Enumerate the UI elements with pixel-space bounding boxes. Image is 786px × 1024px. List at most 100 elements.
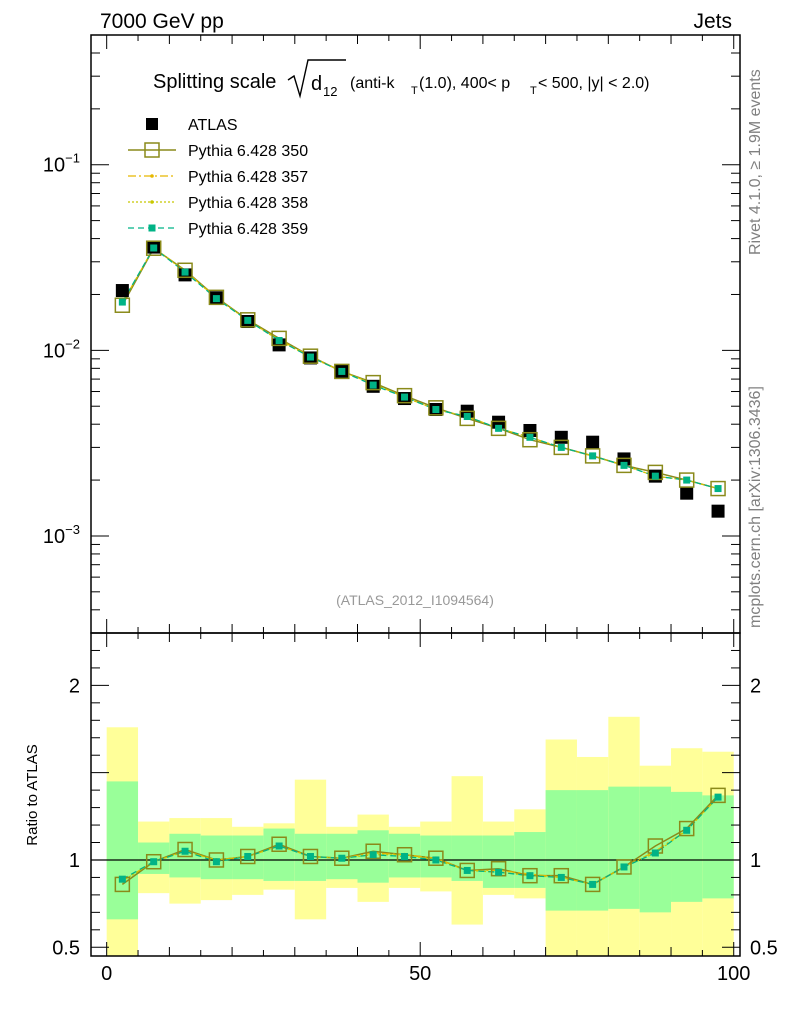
ratio-tick-label-left: 1 <box>69 850 80 872</box>
series-ratio-point <box>710 787 726 804</box>
series-point <box>150 244 158 252</box>
sqrt-symbol <box>287 59 346 99</box>
rivet-label: Rivet 4.1.0, ≥ 1.9M events <box>747 69 764 255</box>
series-point <box>114 297 131 313</box>
series-ratio-point <box>557 873 565 881</box>
series-ratio-point <box>334 850 350 866</box>
series-ratio-point <box>212 858 220 866</box>
series-point <box>181 268 189 276</box>
series-point <box>710 480 726 497</box>
top-axis-ticks <box>91 34 740 634</box>
ratio-band-inner <box>545 790 577 911</box>
series-point <box>589 452 597 460</box>
series-ratio-point <box>302 848 319 865</box>
series-ratio-point <box>432 856 440 864</box>
series-ratio-point <box>306 852 314 860</box>
series-line-ratio <box>122 796 719 886</box>
legend-label: Pythia 6.428 350 <box>188 143 308 160</box>
x-tick-label: 100 <box>717 963 750 985</box>
series-ratio-point <box>365 843 381 859</box>
ratio-tick-label-right: 1 <box>750 850 761 872</box>
ratio-band-inner <box>576 790 609 911</box>
ratio-y-label: Ratio to ATLAS <box>24 744 41 845</box>
series-point <box>365 374 381 391</box>
legend-label: Pythia 6.428 358 <box>188 195 308 212</box>
legend-label: Pythia 6.428 359 <box>188 221 308 238</box>
top-y-tick-label: 10−1 <box>43 151 80 177</box>
series-point <box>271 330 287 347</box>
x-tick-labels: 0 50 100 <box>101 963 750 985</box>
series-ratio-point <box>522 867 538 884</box>
series-point <box>553 439 570 456</box>
series-ratio-point <box>177 841 193 858</box>
series-point <box>428 400 444 416</box>
series-ratio-point <box>584 876 601 893</box>
series-point <box>118 298 126 306</box>
header-collision: 7000 GeV pp <box>100 10 224 33</box>
ratio-band-inner <box>263 828 295 881</box>
title-subscript: 12 <box>323 84 337 99</box>
ratio-y-tick-labels: 2 1 0.5 2 1 0.5 <box>52 675 778 959</box>
series-ratio-point <box>244 852 252 860</box>
legend: ATLAS Pythia 6.428 350 Pythia 6.428 357 Pyt… <box>128 117 308 238</box>
title-rest-sub-t2: T <box>530 85 537 97</box>
series-point <box>244 316 252 324</box>
series-ratio-point <box>369 851 377 859</box>
series-ratio-point <box>271 836 287 853</box>
legend-label: ATLAS <box>188 117 238 134</box>
series-ratio-point <box>490 860 507 877</box>
series-ratio-point <box>620 863 628 871</box>
legend-label: Pythia 6.428 357 <box>188 169 308 186</box>
series-ratio-point <box>589 880 597 888</box>
series-point <box>275 336 283 344</box>
series-ratio-point <box>396 846 413 863</box>
ratio-band-inner <box>169 833 201 878</box>
atlas-data-point <box>523 423 537 437</box>
series-point <box>557 443 565 451</box>
series-ratio-point <box>208 852 225 868</box>
ratio-band-inner <box>451 835 483 881</box>
series-ratio-point <box>678 820 695 837</box>
ratio-tick-label-left: 2 <box>69 675 80 697</box>
series-point <box>678 472 695 488</box>
mcplots-label: mcplots.cern.ch [arXiv:1306.3436] <box>747 386 764 628</box>
series-ratio-point <box>275 842 283 850</box>
series-point <box>432 406 440 414</box>
series-point <box>396 387 413 404</box>
ratio-frame <box>90 632 741 957</box>
series-point <box>522 431 538 448</box>
series-ratio-point <box>463 866 471 874</box>
legend-marker-atlas <box>146 118 158 130</box>
series-ratio-point <box>526 872 534 880</box>
series-ratio-point <box>181 847 189 855</box>
series-point <box>495 424 503 432</box>
series-point <box>616 457 632 474</box>
atlas-data-point <box>115 284 129 298</box>
title-rest-b: (1.0), 400< p <box>419 75 510 92</box>
analysis-id: (ATLAS_2012_I1094564) <box>336 592 494 608</box>
series-line-top <box>121 246 719 490</box>
series-ratio-point <box>495 868 503 876</box>
series-ratio-point <box>240 848 256 865</box>
ratio-band-inner <box>106 781 139 920</box>
series-point <box>459 410 475 427</box>
atlas-data-point <box>586 435 600 449</box>
series-ratio-point <box>145 853 162 870</box>
series-point <box>490 420 507 437</box>
series-ratio-point <box>616 859 632 875</box>
ratio-band-inner <box>671 791 703 902</box>
header-jets: Jets <box>693 10 732 33</box>
series-ratio-point <box>338 854 346 862</box>
title-rest-c: < 500, |y| < 2.0) <box>538 75 650 92</box>
top-y-tick-label: 10−2 <box>43 336 80 362</box>
series-point <box>651 472 659 480</box>
top-y-tick-labels: 10−1 10−2 10−3 <box>43 151 80 548</box>
series-point <box>334 363 350 380</box>
ratio-tick-label-left: 0.5 <box>52 937 80 959</box>
series-point <box>306 353 314 361</box>
title-rest-sub-t: T <box>411 85 418 97</box>
x-tick-label: 50 <box>409 963 431 985</box>
top-y-tick-label: 10−3 <box>43 522 80 548</box>
series-point <box>620 461 628 469</box>
